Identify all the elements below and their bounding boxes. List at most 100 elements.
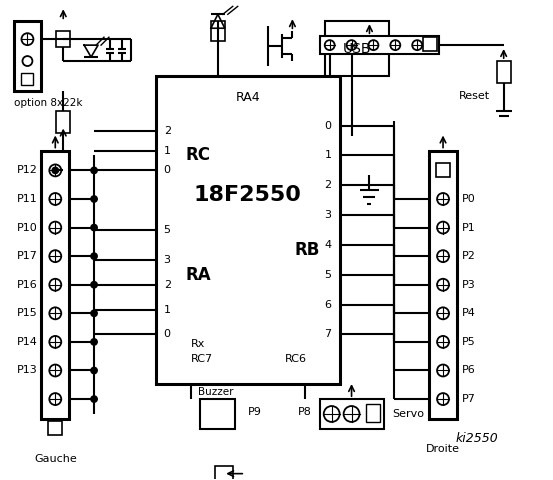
Text: 2: 2 bbox=[164, 280, 171, 290]
Circle shape bbox=[368, 40, 378, 50]
Text: P12: P12 bbox=[17, 166, 38, 175]
Text: P4: P4 bbox=[462, 308, 476, 318]
Text: P11: P11 bbox=[17, 194, 38, 204]
Circle shape bbox=[437, 364, 449, 376]
Circle shape bbox=[437, 222, 449, 234]
Text: Droite: Droite bbox=[426, 444, 460, 454]
Text: 3: 3 bbox=[164, 255, 171, 265]
Bar bbox=[41, 151, 69, 419]
Text: Rx: Rx bbox=[190, 339, 205, 349]
Text: 4: 4 bbox=[325, 240, 332, 250]
Text: P3: P3 bbox=[462, 280, 476, 290]
Circle shape bbox=[325, 40, 335, 50]
Bar bbox=[423, 37, 437, 51]
Bar bbox=[497, 61, 510, 83]
Text: P16: P16 bbox=[17, 280, 38, 290]
Circle shape bbox=[437, 393, 449, 405]
Text: 2: 2 bbox=[164, 126, 171, 136]
Circle shape bbox=[49, 250, 61, 262]
Text: 0: 0 bbox=[164, 166, 171, 175]
Circle shape bbox=[49, 279, 61, 291]
Text: 6: 6 bbox=[325, 300, 332, 310]
Text: 0: 0 bbox=[164, 329, 171, 339]
Text: USB: USB bbox=[343, 42, 371, 56]
Circle shape bbox=[91, 282, 97, 288]
Text: 1: 1 bbox=[164, 145, 171, 156]
Circle shape bbox=[437, 279, 449, 291]
Bar bbox=[56, 31, 70, 47]
Text: P13: P13 bbox=[17, 365, 38, 375]
Text: RC7: RC7 bbox=[190, 354, 212, 364]
Text: P14: P14 bbox=[17, 337, 38, 347]
Circle shape bbox=[49, 222, 61, 234]
Bar bbox=[13, 21, 41, 91]
Text: ki2550: ki2550 bbox=[456, 432, 499, 445]
Bar bbox=[429, 151, 457, 419]
Circle shape bbox=[49, 393, 61, 405]
Text: P8: P8 bbox=[298, 407, 312, 417]
Circle shape bbox=[390, 40, 400, 50]
Circle shape bbox=[91, 368, 97, 373]
Text: P9: P9 bbox=[248, 407, 262, 417]
Bar bbox=[48, 421, 62, 435]
Circle shape bbox=[412, 40, 422, 50]
Circle shape bbox=[91, 168, 97, 173]
Circle shape bbox=[324, 406, 340, 422]
Circle shape bbox=[91, 225, 97, 230]
Bar bbox=[436, 164, 450, 178]
Text: 0: 0 bbox=[325, 120, 332, 131]
Circle shape bbox=[49, 307, 61, 319]
Circle shape bbox=[49, 364, 61, 376]
Circle shape bbox=[49, 193, 61, 205]
Text: 3: 3 bbox=[325, 210, 332, 220]
Circle shape bbox=[91, 396, 97, 402]
Text: P15: P15 bbox=[17, 308, 38, 318]
Circle shape bbox=[343, 406, 359, 422]
Text: Servo: Servo bbox=[392, 409, 424, 419]
Text: 1: 1 bbox=[164, 305, 171, 314]
Text: 18F2550: 18F2550 bbox=[194, 185, 301, 205]
Text: Reset: Reset bbox=[459, 91, 490, 101]
Text: Buzzer: Buzzer bbox=[197, 387, 233, 397]
Text: P6: P6 bbox=[462, 365, 476, 375]
Text: P0: P0 bbox=[462, 194, 476, 204]
Text: P1: P1 bbox=[462, 223, 476, 233]
Text: RB: RB bbox=[294, 241, 320, 259]
Bar bbox=[320, 36, 439, 54]
Text: 2: 2 bbox=[325, 180, 332, 190]
Bar bbox=[22, 73, 33, 85]
Text: P2: P2 bbox=[462, 251, 476, 261]
Text: RC: RC bbox=[185, 146, 211, 165]
Text: option 8x22k: option 8x22k bbox=[13, 98, 82, 108]
Text: P17: P17 bbox=[17, 251, 38, 261]
Bar bbox=[200, 399, 235, 429]
Circle shape bbox=[91, 196, 97, 202]
Text: 1: 1 bbox=[325, 151, 332, 160]
Text: 7: 7 bbox=[325, 329, 332, 339]
Circle shape bbox=[91, 339, 97, 345]
Bar bbox=[211, 21, 225, 41]
Circle shape bbox=[437, 307, 449, 319]
Text: P5: P5 bbox=[462, 337, 476, 347]
Circle shape bbox=[347, 40, 357, 50]
Circle shape bbox=[437, 336, 449, 348]
Text: P7: P7 bbox=[462, 394, 476, 404]
Text: RC6: RC6 bbox=[285, 354, 307, 364]
Text: 5: 5 bbox=[164, 225, 171, 235]
Circle shape bbox=[91, 253, 97, 259]
Bar bbox=[325, 21, 389, 76]
Bar bbox=[320, 399, 384, 429]
Circle shape bbox=[49, 336, 61, 348]
Text: RA4: RA4 bbox=[236, 91, 260, 104]
Circle shape bbox=[91, 311, 97, 316]
Circle shape bbox=[53, 168, 58, 173]
Circle shape bbox=[437, 250, 449, 262]
Bar bbox=[156, 76, 340, 384]
Bar bbox=[56, 111, 70, 132]
Text: 5: 5 bbox=[325, 270, 332, 280]
Bar bbox=[215, 466, 233, 480]
Text: Gauche: Gauche bbox=[34, 454, 77, 464]
Circle shape bbox=[22, 33, 33, 45]
Text: P10: P10 bbox=[17, 223, 38, 233]
Circle shape bbox=[49, 165, 61, 176]
